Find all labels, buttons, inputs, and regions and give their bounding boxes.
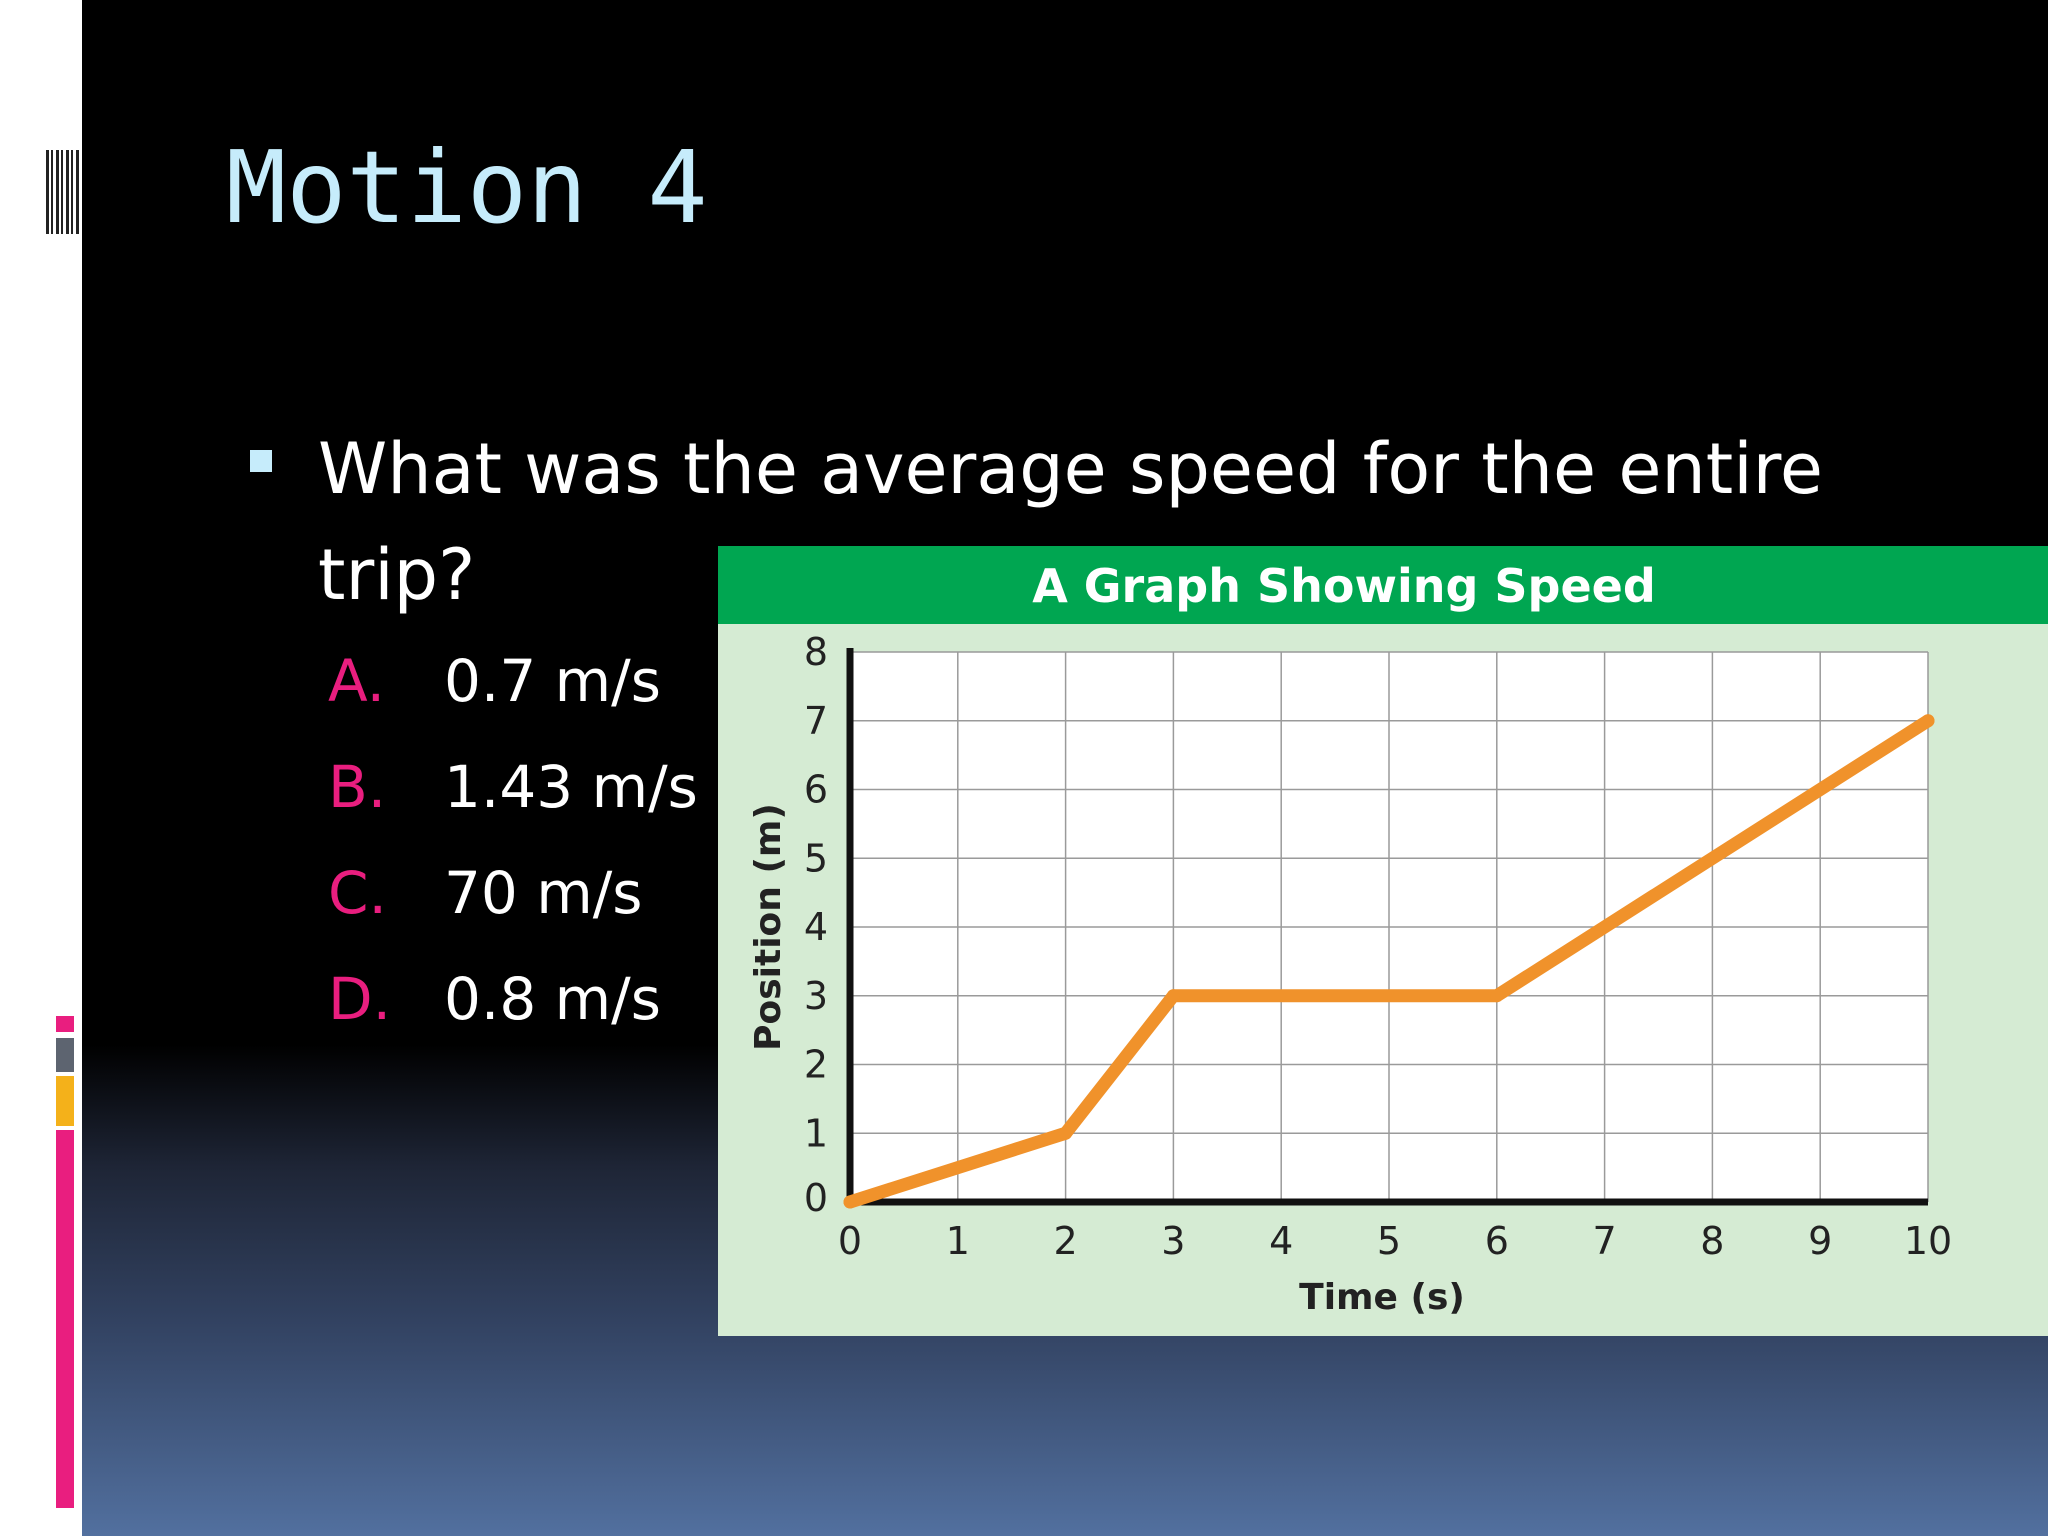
x-tick-label: 9 [1808, 1219, 1832, 1263]
bullet-square-icon [250, 450, 272, 472]
tick-labels: 0 1 2 3 4 5 6 7 8 9 10 0 1 2 3 4 5 6 7 8 [804, 630, 1952, 1263]
option-c: C. 70 m/s [328, 864, 643, 922]
option-letter: B. [328, 753, 387, 821]
x-tick-label: 5 [1377, 1219, 1401, 1263]
pink-accent-bar [56, 1130, 74, 1508]
option-letter: D. [328, 965, 392, 1033]
series-layer [843, 714, 1935, 1209]
option-letter: C. [328, 859, 387, 927]
option-a: A. 0.7 m/s [328, 652, 661, 710]
y-tick-label: 1 [804, 1111, 828, 1155]
x-tick-label: 8 [1700, 1219, 1724, 1263]
x-tick-label: 7 [1593, 1219, 1617, 1263]
x-tick-label: 3 [1161, 1219, 1185, 1263]
speed-chart: A Graph Showing Speed 0 1 2 3 4 5 6 7 8 9 10 0 1 2 3 4 5… [718, 546, 2048, 1336]
x-tick-label: 0 [838, 1219, 862, 1263]
x-tick-label: 10 [1904, 1219, 1952, 1263]
chart-title: A Graph Showing Speed [1032, 559, 1656, 613]
x-tick-label: 1 [946, 1219, 970, 1263]
y-tick-label: 6 [804, 768, 828, 812]
chart-canvas: A Graph Showing Speed 0 1 2 3 4 5 6 7 8 9 10 0 1 2 3 4 5… [718, 546, 2048, 1318]
data-point [1059, 1126, 1073, 1140]
axes [846, 648, 1928, 1206]
y-tick-label: 7 [804, 699, 828, 743]
chart-header-bar [718, 546, 2048, 624]
data-point [1166, 989, 1180, 1003]
option-text: 0.8 m/s [444, 965, 661, 1033]
pink-accent-stripe [56, 1016, 74, 1032]
option-text: 70 m/s [444, 859, 643, 927]
slide-title: Motion 4 [226, 129, 708, 246]
grid-lines [849, 651, 1929, 1203]
y-tick-label: 4 [804, 905, 828, 949]
option-b: B. 1.43 m/s [328, 758, 698, 816]
option-text: 1.43 m/s [444, 753, 698, 821]
y-axis-label: Position (m) [748, 803, 789, 1051]
data-point [843, 1195, 857, 1209]
x-axis-label: Time (s) [1299, 1277, 1465, 1318]
barcode-decoration [46, 150, 80, 234]
y-tick-label: 2 [804, 1043, 828, 1087]
y-tick-label: 5 [804, 836, 828, 880]
option-d: D. 0.8 m/s [328, 970, 661, 1028]
gray-accent-stripe [56, 1038, 74, 1072]
option-text: 0.7 m/s [444, 647, 661, 715]
yellow-accent-stripe [56, 1076, 74, 1126]
question-text: What was the average speed for the entir… [318, 428, 1823, 616]
data-point [1921, 714, 1935, 728]
x-tick-label: 2 [1054, 1219, 1078, 1263]
y-tick-label: 0 [804, 1176, 828, 1220]
y-tick-label: 3 [804, 974, 828, 1018]
option-letter: A. [328, 647, 386, 715]
y-tick-label: 8 [804, 630, 828, 674]
x-tick-label: 4 [1269, 1219, 1293, 1263]
data-point [1490, 989, 1504, 1003]
x-tick-label: 6 [1485, 1219, 1509, 1263]
